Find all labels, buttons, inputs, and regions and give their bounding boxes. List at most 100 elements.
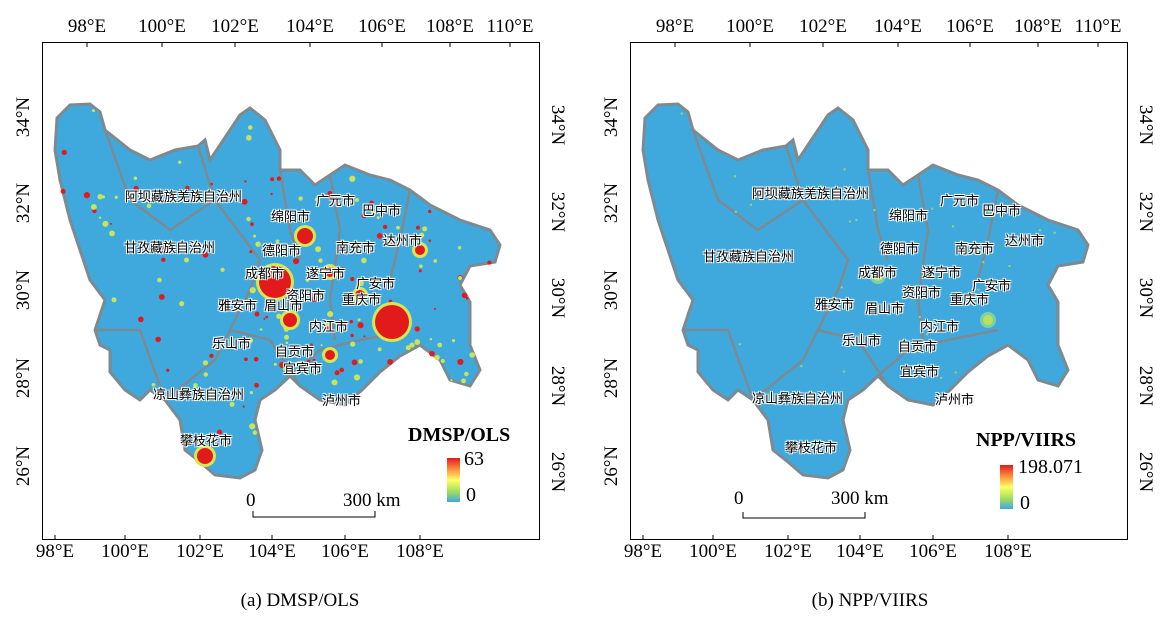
admin-boundary	[976, 189, 1000, 281]
region-label: 资阳市	[902, 286, 942, 301]
top-lon-tick-label: 100°E	[138, 16, 186, 37]
light-pixel	[461, 378, 466, 384]
light-pixel	[210, 182, 213, 186]
region-label: 攀枝花市	[180, 434, 233, 449]
light-pixel	[314, 197, 319, 202]
region-label: 重庆市	[342, 293, 382, 308]
light-pixel	[110, 222, 113, 225]
light-pixel	[246, 135, 252, 141]
light-pixel	[734, 210, 738, 213]
light-pixel	[320, 344, 323, 347]
light-pixel	[109, 230, 115, 237]
region-label: 巴中市	[982, 204, 1022, 219]
light-pixel	[1008, 264, 1011, 268]
light-pixel	[179, 301, 185, 307]
scale-end: 300 km	[831, 488, 889, 509]
light-pixel	[155, 336, 161, 343]
right-lat-tick-label: 30°N	[547, 277, 568, 319]
light-pixel	[415, 225, 420, 230]
light-pixel	[202, 251, 209, 258]
light-pixel	[324, 326, 331, 332]
left-lat-tick-label: 32°N	[13, 182, 34, 224]
light-pixel	[133, 176, 138, 180]
light-pixel	[241, 198, 248, 205]
light-pixel	[419, 264, 423, 268]
light-pixel	[350, 341, 356, 347]
light-pixel	[246, 216, 251, 222]
study-area-boundary	[641, 102, 1090, 480]
city-light-cluster	[283, 313, 297, 327]
light-pixel	[346, 198, 350, 203]
legend-title: DMSP/OLS	[408, 424, 511, 446]
light-pixel	[60, 188, 66, 194]
light-pixel	[387, 358, 394, 365]
night-light-map	[53, 42, 511, 540]
light-pixel	[373, 293, 376, 296]
light-pixel	[405, 345, 411, 351]
region-label: 广元市	[940, 194, 980, 209]
region-label: 成都市	[245, 267, 285, 282]
region-label: 德阳市	[262, 244, 302, 259]
city-light-cluster	[415, 245, 425, 255]
legend-min: 0	[1020, 492, 1030, 514]
light-pixel	[305, 278, 310, 282]
light-pixel	[114, 195, 118, 199]
admin-boundary	[817, 328, 890, 387]
light-pixel	[422, 226, 428, 232]
light-pixel	[925, 333, 929, 336]
light-pixel	[285, 341, 289, 344]
region-label: 广元市	[316, 194, 356, 209]
light-pixel	[282, 367, 287, 371]
light-pixel	[253, 234, 257, 238]
light-pixel	[855, 218, 858, 222]
light-pixel	[790, 394, 794, 397]
light-pixel	[908, 217, 911, 221]
light-pixel	[376, 232, 383, 239]
caption: (a) DMSP/OLS	[240, 590, 360, 611]
light-pixel	[249, 250, 253, 254]
light-pixel	[308, 271, 311, 274]
light-pixel	[327, 190, 333, 196]
map-frame	[42, 42, 540, 540]
region-label: 凉山彝族自治州	[752, 392, 844, 407]
light-pixel	[276, 313, 282, 319]
light-pixel	[339, 367, 345, 373]
light-pixel	[350, 276, 355, 282]
light-pixel	[461, 292, 468, 299]
admin-boundary	[103, 129, 216, 232]
region-label: 德阳市	[880, 242, 920, 257]
region-label: 凉山彝族自治州	[153, 388, 245, 403]
right-lat-tick-label: 30°N	[1135, 277, 1156, 319]
light-pixel	[254, 382, 259, 388]
light-pixel	[255, 241, 261, 247]
light-pixel	[293, 258, 300, 265]
top-lon-tick-label: 102°E	[211, 16, 259, 37]
light-pixel	[128, 193, 132, 198]
light-pixel	[338, 269, 341, 273]
light-pixel	[249, 287, 256, 294]
light-pixel	[220, 267, 225, 272]
admin-boundary	[229, 328, 302, 387]
light-pixel	[680, 112, 683, 115]
light-pixel	[843, 168, 846, 171]
right-lat-tick-label: 32°N	[547, 191, 568, 233]
region-label: 自贡市	[275, 345, 315, 360]
light-pixel	[268, 247, 271, 251]
region-label: 巴中市	[362, 204, 402, 219]
admin-boundary	[388, 189, 412, 281]
light-pixel	[800, 364, 803, 368]
left-lat-tick-label: 26°N	[601, 445, 622, 487]
light-pixel	[178, 160, 182, 164]
scale-bar	[252, 511, 376, 518]
light-pixel	[977, 288, 980, 291]
admin-boundary	[95, 328, 167, 401]
light-pixel	[270, 177, 275, 182]
legend-max: 63	[464, 448, 484, 470]
region-label: 泸州市	[935, 393, 975, 408]
light-pixel	[324, 321, 331, 327]
light-pixel	[248, 125, 253, 130]
light-pixel	[377, 347, 382, 352]
light-pixel	[315, 246, 322, 253]
region-label: 达州市	[1005, 234, 1045, 249]
